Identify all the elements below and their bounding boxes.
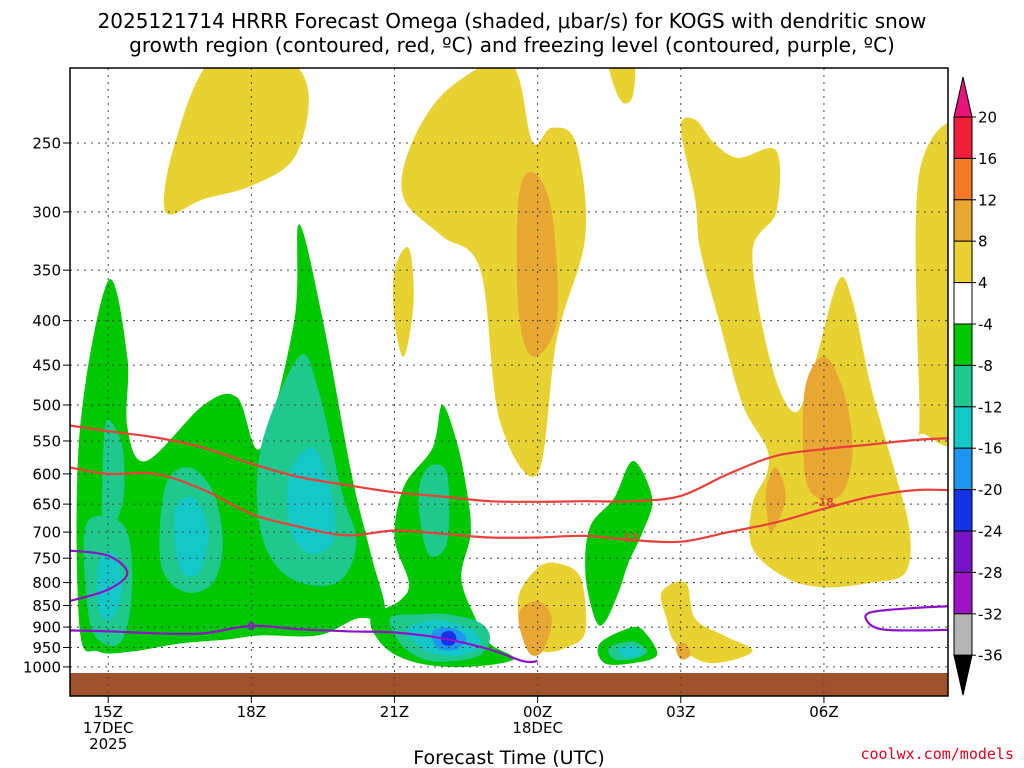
dgz-contour-1 bbox=[70, 466, 948, 544]
colorbar-label-6: -8 bbox=[978, 357, 993, 375]
omega-region-pos8-9 bbox=[802, 356, 853, 500]
dgz-contour-label-1: -12 bbox=[618, 531, 638, 544]
xtick-label-0-1: 17DEC bbox=[83, 719, 134, 737]
omega-region-pos8-10 bbox=[765, 467, 786, 533]
ytick-label-250: 250 bbox=[32, 134, 61, 152]
colorbar: 20 16 12 8 4 -4 -8 -12 -16 -20 -24 -28 -32 -36 bbox=[953, 76, 1003, 696]
colorbar-label-13: -36 bbox=[978, 647, 1003, 665]
colorbar-box-5 bbox=[953, 323, 973, 366]
colorbar-box-11 bbox=[953, 571, 973, 615]
ytick-label-600: 600 bbox=[32, 465, 61, 483]
dgz-contour-label-0: -18 bbox=[814, 496, 834, 509]
colorbar-bottom-arrow bbox=[953, 654, 973, 696]
ytick-label-300: 300 bbox=[32, 203, 61, 221]
colorbar-label-9: -20 bbox=[978, 481, 1003, 499]
ytick-label-500: 500 bbox=[32, 396, 61, 414]
colorbar-label-10: -24 bbox=[978, 523, 1003, 541]
colorbar-box-6 bbox=[953, 364, 973, 408]
freezing-contour-label-0: 0 bbox=[247, 620, 255, 633]
ytick-label-800: 800 bbox=[32, 574, 61, 592]
colorbar-label-12: -32 bbox=[978, 605, 1003, 623]
colorbar-box-7 bbox=[953, 406, 973, 449]
colorbar-label-3: 8 bbox=[978, 233, 988, 251]
omega-region-pos4-5 bbox=[392, 246, 414, 357]
xtick-label-1-0: 18Z bbox=[237, 703, 266, 721]
dgz-contour-0 bbox=[70, 424, 948, 503]
omega-region-pos8-11 bbox=[518, 600, 552, 656]
xtick-label-2-0: 21Z bbox=[380, 703, 409, 721]
ytick-label-900: 900 bbox=[32, 619, 61, 637]
omega-region-pos4-0 bbox=[163, 68, 309, 215]
colorbar-label-0: 20 bbox=[978, 109, 997, 127]
omega-region-neg20-31 bbox=[441, 630, 457, 646]
colorbar-box-0 bbox=[953, 116, 973, 159]
ytick-label-1000: 1000 bbox=[23, 658, 61, 676]
omega-region-neg8-18 bbox=[101, 419, 125, 535]
freezing-contour-1 bbox=[70, 549, 129, 603]
xtick-label-3-1: 18DEC bbox=[512, 719, 563, 737]
colorbar-label-7: -12 bbox=[978, 398, 1003, 416]
colorbar-label-1: 16 bbox=[978, 150, 997, 168]
xtick-label-0-2: 2025 bbox=[89, 735, 127, 753]
ytick-label-850: 850 bbox=[32, 597, 61, 615]
colorbar-box-3 bbox=[953, 240, 973, 284]
colorbar-box-4 bbox=[953, 282, 973, 325]
ytick-label-350: 350 bbox=[32, 262, 61, 280]
colorbar-box-12 bbox=[953, 613, 973, 656]
freezing-contour-0 bbox=[70, 624, 538, 664]
omega-region-pos4-3 bbox=[608, 68, 636, 104]
omega-region-neg12-29 bbox=[618, 645, 643, 658]
omega-region-pos4-4 bbox=[680, 117, 911, 588]
ytick-label-400: 400 bbox=[32, 312, 61, 330]
xtick-label-4-0: 03Z bbox=[666, 703, 695, 721]
omega-region-pos4-6 bbox=[660, 581, 753, 664]
colorbar-box-2 bbox=[953, 199, 973, 242]
xtick-label-3-0: 00Z bbox=[523, 703, 552, 721]
ytick-label-700: 700 bbox=[32, 524, 61, 542]
omega-region-neg12-25 bbox=[96, 551, 123, 621]
ytick-label-950: 950 bbox=[32, 639, 61, 657]
colorbar-box-9 bbox=[953, 489, 973, 532]
ground-terrain bbox=[70, 673, 948, 696]
ytick-label-550: 550 bbox=[32, 432, 61, 450]
temperature-contours: -18 -12 0 bbox=[70, 424, 948, 664]
plot-frame bbox=[69, 67, 949, 697]
colorbar-label-4: 4 bbox=[978, 274, 988, 292]
omega-region-neg12-26 bbox=[174, 496, 209, 577]
ytick-label-450: 450 bbox=[32, 357, 61, 375]
colorbar-label-11: -28 bbox=[978, 564, 1003, 582]
colorbar-box-1 bbox=[953, 157, 973, 201]
xtick-label-5-0: 06Z bbox=[809, 703, 838, 721]
xtick-label-0-0: 15Z bbox=[93, 703, 122, 721]
colorbar-box-8 bbox=[953, 447, 973, 491]
colorbar-label-8: -16 bbox=[978, 440, 1003, 458]
chart-title-line-2: growth region (contoured, red, ºC) and f… bbox=[129, 33, 895, 57]
y-axis-pressure: 250 300 350 400 450 500 550 600 650 700 750 800 850 9… bbox=[23, 134, 70, 676]
omega-region-pos4-1 bbox=[401, 68, 587, 477]
chart-title-line-1: 2025121714 HRRR Forecast Omega (shaded, … bbox=[98, 9, 927, 33]
freezing-contour-2 bbox=[864, 605, 948, 632]
colorbar-label-5: -4 bbox=[978, 316, 993, 334]
x-axis-label: Forecast Time (UTC) bbox=[413, 747, 604, 768]
ytick-label-750: 750 bbox=[32, 550, 61, 568]
ytick-label-650: 650 bbox=[32, 496, 61, 514]
colorbar-label-2: 12 bbox=[978, 191, 997, 209]
credit-text: coolwx.com/models bbox=[860, 745, 1014, 763]
colorbar-top-arrow bbox=[953, 76, 973, 118]
colorbar-box-10 bbox=[953, 530, 973, 573]
plot-area: -18 -12 0 bbox=[69, 67, 949, 697]
